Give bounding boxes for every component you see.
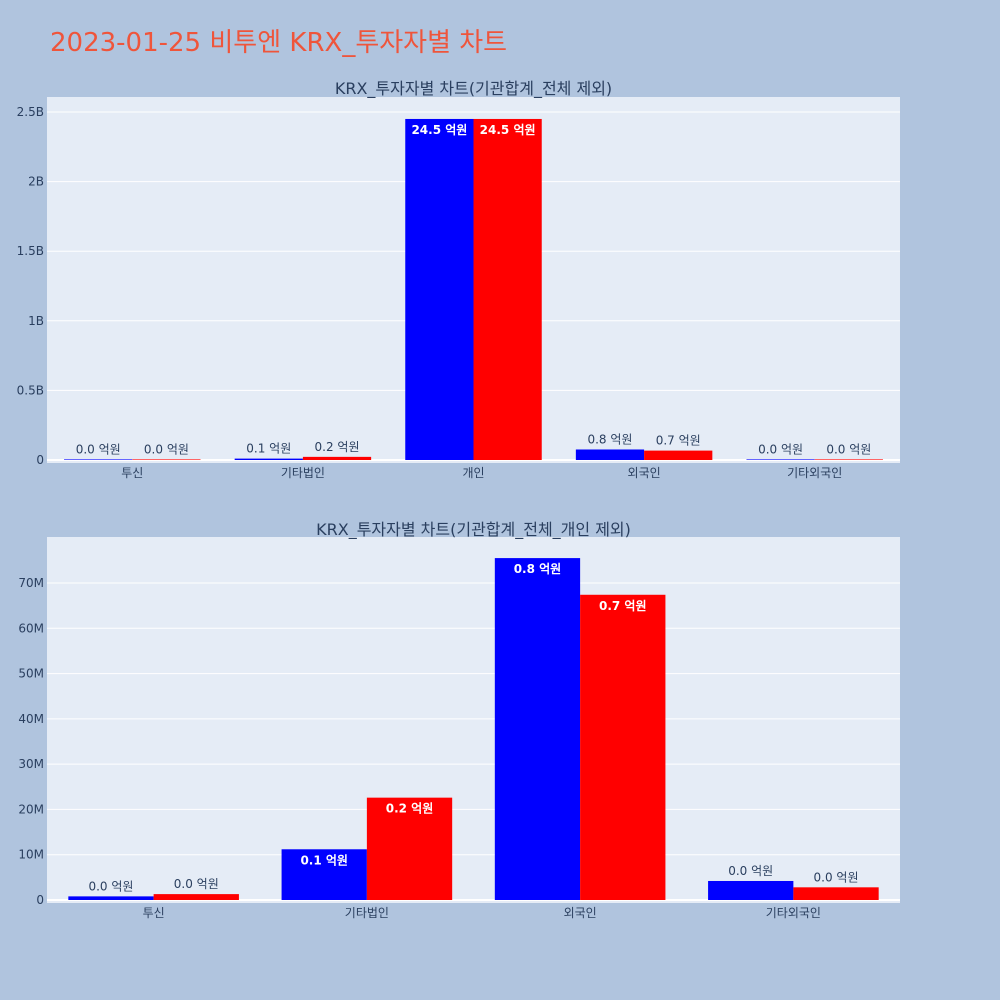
data-label: 0.0 억원 bbox=[758, 442, 803, 456]
data-label: 0.8 억원 bbox=[587, 432, 632, 446]
bar-red bbox=[132, 459, 201, 460]
x-tick-label: 기타법인 bbox=[281, 466, 325, 480]
y-tick-label: 0.5B bbox=[17, 383, 44, 397]
page-title: 2023-01-25 비투엔 KRX_투자자별 차트 bbox=[50, 28, 508, 58]
y-tick-label: 50M bbox=[18, 667, 44, 681]
x-tick-label: 투신 bbox=[143, 906, 165, 920]
bar-red bbox=[814, 459, 883, 460]
x-tick-label: 기타법인 bbox=[345, 906, 389, 920]
bar-blue bbox=[708, 880, 794, 900]
x-tick-label: 개인 bbox=[462, 466, 484, 480]
x-tick-label: 외국인 bbox=[564, 906, 597, 920]
data-label: 24.5 억원 bbox=[480, 123, 536, 137]
x-tick-label: 기타외국인 bbox=[787, 466, 842, 480]
bar-blue bbox=[575, 449, 645, 460]
y-tick-label: 20M bbox=[18, 802, 44, 816]
bar-red bbox=[644, 450, 713, 460]
chart-title-2: KRX_투자자별 차트(기관합계_전체_개인 제외) bbox=[316, 520, 631, 540]
y-tick-label: 0 bbox=[36, 453, 44, 467]
bar-red bbox=[473, 118, 542, 461]
data-label: 0.0 억원 bbox=[814, 870, 859, 884]
x-tick-label: 투신 bbox=[121, 466, 143, 480]
bar-blue bbox=[494, 558, 581, 900]
bar-red bbox=[302, 456, 372, 460]
data-label: 0.2 억원 bbox=[386, 802, 434, 816]
y-tick-label: 0 bbox=[36, 893, 44, 907]
x-tick-label: 기타외국인 bbox=[766, 906, 821, 920]
data-label: 0.0 억원 bbox=[728, 864, 773, 878]
x-tick-label: 외국인 bbox=[628, 466, 661, 480]
y-tick-label: 30M bbox=[18, 757, 44, 771]
data-label: 0.7 억원 bbox=[599, 599, 647, 613]
data-label: 0.1 억원 bbox=[300, 853, 348, 867]
data-label: 0.1 억원 bbox=[246, 442, 291, 456]
bar-red bbox=[793, 887, 879, 900]
y-tick-label: 10M bbox=[18, 848, 44, 862]
bar-red bbox=[153, 894, 239, 900]
data-label: 0.0 억원 bbox=[826, 442, 871, 456]
bar-blue bbox=[281, 849, 367, 900]
bar-blue bbox=[746, 459, 815, 460]
plot-area-2 bbox=[47, 537, 900, 903]
data-label: 0.0 억원 bbox=[144, 442, 189, 456]
bar-red bbox=[366, 797, 453, 900]
y-tick-label: 1.5B bbox=[17, 244, 44, 258]
y-tick-label: 1B bbox=[28, 314, 44, 328]
bar-blue bbox=[405, 118, 474, 461]
y-tick-label: 2.5B bbox=[17, 105, 44, 119]
data-label: 0.2 억원 bbox=[315, 440, 360, 454]
y-tick-label: 60M bbox=[18, 621, 44, 635]
data-label: 0.0 억원 bbox=[88, 879, 133, 893]
data-label: 0.0 억원 bbox=[174, 877, 219, 891]
chart-title-1: KRX_투자자별 차트(기관합계_전체 제외) bbox=[335, 79, 612, 99]
data-label: 0.7 억원 bbox=[656, 434, 701, 448]
y-tick-label: 40M bbox=[18, 712, 44, 726]
bar-blue bbox=[68, 896, 154, 900]
bar-red bbox=[580, 594, 666, 900]
data-label: 0.8 억원 bbox=[514, 562, 562, 576]
bar-blue bbox=[234, 458, 303, 460]
data-label: 0.0 억원 bbox=[76, 442, 121, 456]
bar-blue bbox=[64, 459, 133, 460]
y-tick-label: 2B bbox=[28, 175, 44, 189]
y-tick-label: 70M bbox=[18, 576, 44, 590]
data-label: 24.5 억원 bbox=[411, 123, 467, 137]
